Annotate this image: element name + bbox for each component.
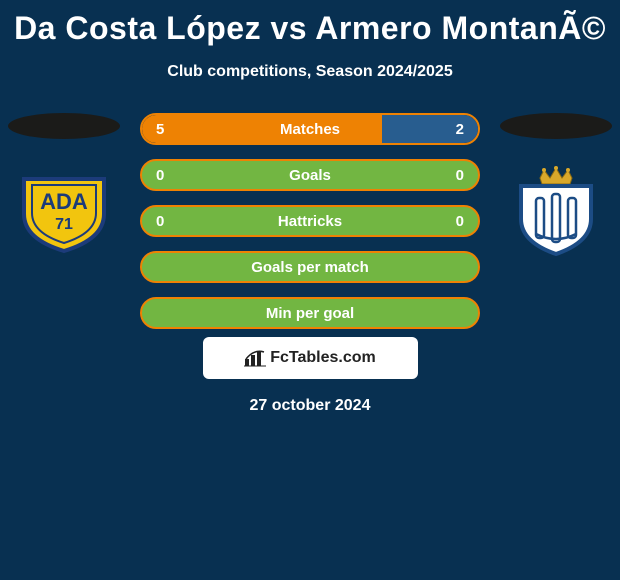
stat-value-left: 5 [156,121,164,138]
stat-value-left: 0 [156,213,164,230]
left-column: ADA 71 [4,113,124,254]
left-player-ellipse [8,113,120,139]
stat-bar-matches: Matches 5 2 [140,113,480,145]
subtitle: Club competitions, Season 2024/2025 [0,63,620,81]
crown-shield-icon [506,164,606,259]
bar-fill-left [142,115,382,143]
date-text: 27 october 2024 [0,397,620,415]
stat-bar-goals: Goals 0 0 [140,159,480,191]
stat-value-left: 0 [156,167,164,184]
stats-column: Matches 5 2 Goals 0 0 Hattricks 0 0 Goals per mat… [140,113,480,329]
left-club-logo: ADA 71 [14,169,114,254]
page-title: Da Costa López vs Armero MontanÃ© [0,0,620,47]
right-player-ellipse [500,113,612,139]
stat-label: Matches [280,121,340,138]
stat-label: Goals per match [251,259,369,276]
comparison-layout: ADA 71 Matches52Goals00Hattricks00Goals … [0,113,620,329]
right-column [496,113,616,254]
stat-label: Goals [289,167,331,184]
stat-label: Min per goal [266,305,354,322]
stat-value-right: 0 [456,167,464,184]
right-club-logo [506,169,606,254]
bar-chart-icon [244,349,266,367]
ada-shield-icon: ADA 71 [14,169,114,254]
stat-bar-min-per-goal: Min per goal [140,297,480,329]
logo-text: ADA [40,189,88,214]
stat-value-right: 2 [456,121,464,138]
brand-text: FcTables.com [270,349,376,367]
stat-bar-hattricks: Hattricks 0 0 [140,205,480,237]
stat-bar-goals-per-match: Goals per match [140,251,480,283]
brand-badge: FcTables.com [203,337,418,379]
stat-label: Hattricks [278,213,342,230]
logo-subtext: 71 [55,216,73,233]
stat-value-right: 0 [456,213,464,230]
